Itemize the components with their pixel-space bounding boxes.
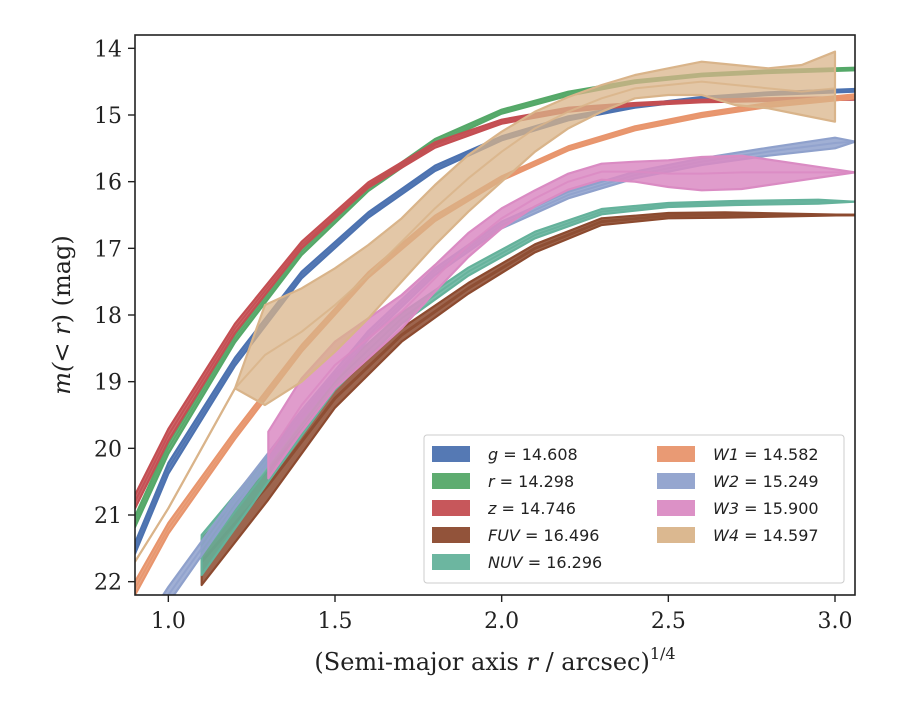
y-tick-label: 14 [94,37,122,62]
x-axis-label-exponent: 1/4 [650,644,676,663]
legend-label: W3 = 15.900 [713,499,819,518]
series-layer [135,50,855,595]
legend-swatch [432,500,470,516]
legend-item-z: z = 14.746 [432,499,576,518]
y-axis-label-close: ) (mag) [48,235,76,323]
y-tick-label: 17 [94,237,122,262]
legend-label: W1 = 14.582 [713,445,819,464]
legend-band-name: W3 [713,499,739,518]
legend-band-name: FUV [488,526,521,545]
x-axis-label-var: r [526,648,539,676]
legend-label: g = 14.608 [488,445,578,464]
legend-band-value: = 14.597 [739,526,819,545]
legend-item-w3: W3 = 15.900 [657,499,819,518]
series-line-z [135,97,855,503]
legend-band-value: = 16.496 [520,526,600,545]
legend-swatch [657,473,695,489]
legend-label: W4 = 14.597 [713,526,819,545]
x-tick-label: 1.0 [151,609,186,634]
legend-band-value: = 14.582 [739,445,819,464]
series-w3 [267,154,855,480]
x-axis-label: (Semi-major axis r / arcsec)1/4 [314,644,675,676]
series-band-z [135,95,855,510]
x-axis-label-main: (Semi-major axis [314,648,526,676]
legend-label: W2 = 15.249 [713,472,819,491]
ticks-layer: 1.0 1.5 2.0 2.5 3.0 14 15 16 17 18 19 20 21 22 [94,37,853,634]
legend-band-value: = 15.249 [739,472,819,491]
x-tick-label: 1.5 [318,609,353,634]
legend-item-w4: W4 = 14.597 [657,526,819,545]
x-tick-label: 2.0 [484,609,519,634]
y-tick-label: 15 [94,104,122,129]
legend-band-name: r [488,472,496,491]
series-z [135,95,855,510]
legend-swatch [657,446,695,462]
legend-item-nuv: NUV = 16.296 [432,553,602,572]
legend-band-name: W2 [713,472,739,491]
legend-item-w2: W2 = 15.249 [657,472,819,491]
legend-band-name: W1 [713,445,739,464]
x-tick-label: 2.5 [651,609,686,634]
legend-swatch [657,527,695,543]
legend-item-w1: W1 = 14.582 [657,445,819,464]
legend-item-g: g = 14.608 [432,445,578,464]
y-tick-label: 20 [94,437,122,462]
y-axis-label: m(< r) (mag) [48,235,76,395]
y-tick-label: 22 [94,571,122,596]
y-axis-label-lt: (< [48,335,76,372]
legend-band-value: = 14.298 [495,472,575,491]
y-axis-label-m: m [48,372,76,395]
legend-label: NUV = 16.296 [488,553,602,572]
legend-swatch [432,527,470,543]
x-tick-label: 3.0 [818,609,853,634]
legend-band-name: W4 [713,526,739,545]
legend-item-r: r = 14.298 [432,472,574,491]
series-line-w3 [267,170,855,456]
legend-swatch [432,473,470,489]
legend-band-value: = 16.296 [523,553,603,572]
series-band-w3 [267,154,855,480]
y-tick-label: 19 [94,371,122,396]
legend-label: r = 14.298 [488,472,574,491]
legend-swatch [432,446,470,462]
x-axis-label-unit: / arcsec) [538,648,650,676]
series-line-w4 [135,80,836,563]
y-tick-label: 16 [94,171,122,196]
y-tick-label: 18 [94,304,122,329]
legend-band-value: = 14.608 [498,445,578,464]
legend-swatch [432,554,470,570]
series-line-fuv [200,213,855,563]
legend-swatch [657,500,695,516]
y-axis-label-r: r [48,322,76,335]
legend-band-name: NUV [488,553,524,572]
y-tick-label: 21 [94,504,122,529]
legend-band-value: = 15.900 [739,499,819,518]
legend-band-name: g [488,445,498,464]
legend-band-name: z [487,499,497,518]
legend-label: z = 14.746 [487,499,576,518]
series-fuv [200,211,855,587]
series-band-w4 [135,50,837,563]
legend-band-value: = 14.746 [496,499,576,518]
legend-item-fuv: FUV = 16.496 [432,526,599,545]
series-band-g [135,87,855,555]
legend-box [423,434,845,584]
legend-label: FUV = 16.496 [488,526,599,545]
series-w4 [135,50,837,563]
